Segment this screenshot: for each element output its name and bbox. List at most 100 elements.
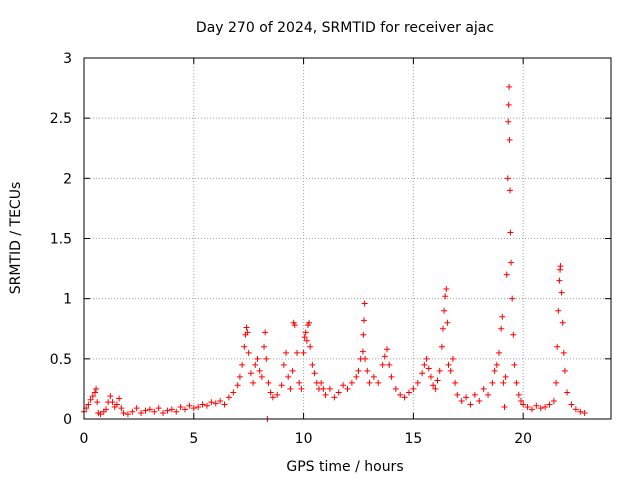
- data-point: [434, 377, 441, 384]
- x-tick-label: 15: [404, 431, 422, 447]
- data-point: [116, 395, 123, 402]
- data-point: [225, 394, 232, 401]
- data-point: [173, 408, 180, 415]
- data-point: [423, 355, 430, 362]
- data-point: [443, 286, 450, 293]
- data-point: [186, 402, 193, 409]
- data-point: [285, 373, 292, 380]
- data-point: [449, 355, 456, 362]
- data-point: [177, 403, 184, 410]
- data-point: [463, 394, 470, 401]
- data-point: [293, 349, 300, 356]
- data-point: [138, 409, 145, 416]
- data-point: [87, 396, 94, 403]
- data-point: [485, 391, 492, 398]
- data-point: [405, 389, 412, 396]
- data-point: [91, 389, 98, 396]
- data-point: [261, 343, 268, 350]
- data-point: [244, 329, 251, 336]
- data-point: [493, 361, 500, 368]
- data-point: [384, 346, 391, 353]
- x-tick-label: 5: [189, 431, 198, 447]
- data-point: [300, 349, 307, 356]
- y-tick-label: 1.5: [50, 232, 72, 248]
- x-tick-label: 10: [295, 431, 313, 447]
- data-point: [107, 393, 114, 400]
- data-point: [302, 329, 309, 336]
- data-point: [537, 405, 544, 412]
- data-point: [397, 391, 404, 398]
- data-point: [440, 325, 447, 332]
- data-point: [441, 307, 448, 314]
- data-point: [85, 401, 92, 408]
- data-point: [381, 353, 388, 360]
- data-point: [533, 402, 540, 409]
- data-point: [360, 317, 367, 324]
- data-point: [239, 361, 246, 368]
- data-point: [94, 399, 101, 406]
- data-point: [102, 406, 109, 413]
- data-point: [498, 325, 505, 332]
- data-point: [510, 331, 517, 338]
- data-point: [554, 343, 561, 350]
- data-point: [93, 385, 100, 392]
- data-point: [361, 300, 368, 307]
- data-point: [556, 277, 563, 284]
- x-axis-label: GPS time / hours: [286, 459, 403, 475]
- data-point: [513, 379, 520, 386]
- data-point: [555, 307, 562, 314]
- data-point: [298, 385, 305, 392]
- data-point: [515, 391, 522, 398]
- data-point: [454, 391, 461, 398]
- data-point: [401, 394, 408, 401]
- data-point: [287, 385, 294, 392]
- y-tick-label: 2.5: [50, 111, 72, 127]
- data-point: [370, 373, 377, 380]
- data-point: [360, 331, 367, 338]
- data-point: [118, 405, 125, 412]
- plot-frame: [83, 57, 612, 420]
- data-point: [265, 379, 272, 386]
- data-point: [320, 385, 327, 392]
- data-point: [301, 334, 308, 341]
- data-point: [427, 373, 434, 380]
- data-point: [542, 403, 549, 410]
- data-point: [564, 389, 571, 396]
- data-point: [444, 319, 451, 326]
- data-point: [489, 379, 496, 386]
- data-point: [436, 367, 443, 374]
- data-point: [432, 385, 439, 392]
- data-point: [307, 343, 314, 350]
- data-point: [146, 406, 153, 413]
- data-point: [375, 379, 382, 386]
- data-point: [471, 391, 478, 398]
- data-point: [509, 295, 516, 302]
- data-point: [467, 401, 474, 408]
- data-point: [124, 411, 131, 418]
- data-point: [355, 367, 362, 374]
- data-point: [289, 367, 296, 374]
- points-layer: [81, 83, 588, 422]
- data-point: [318, 379, 325, 386]
- data-point: [109, 399, 116, 406]
- data-point: [504, 175, 511, 182]
- data-point: [524, 403, 531, 410]
- data-point: [501, 403, 508, 410]
- data-point: [503, 271, 510, 278]
- data-point: [97, 411, 104, 418]
- data-point: [303, 337, 310, 344]
- data-point: [296, 379, 303, 386]
- data-point: [168, 406, 175, 413]
- data-point: [254, 355, 261, 362]
- data-point: [419, 370, 426, 377]
- data-point: [280, 361, 287, 368]
- data-point: [445, 361, 452, 368]
- data-point: [142, 407, 149, 414]
- data-point: [528, 406, 535, 413]
- data-point: [263, 355, 270, 362]
- data-point: [430, 382, 437, 389]
- data-point: [506, 83, 513, 90]
- data-point: [182, 406, 189, 413]
- data-point: [458, 397, 465, 404]
